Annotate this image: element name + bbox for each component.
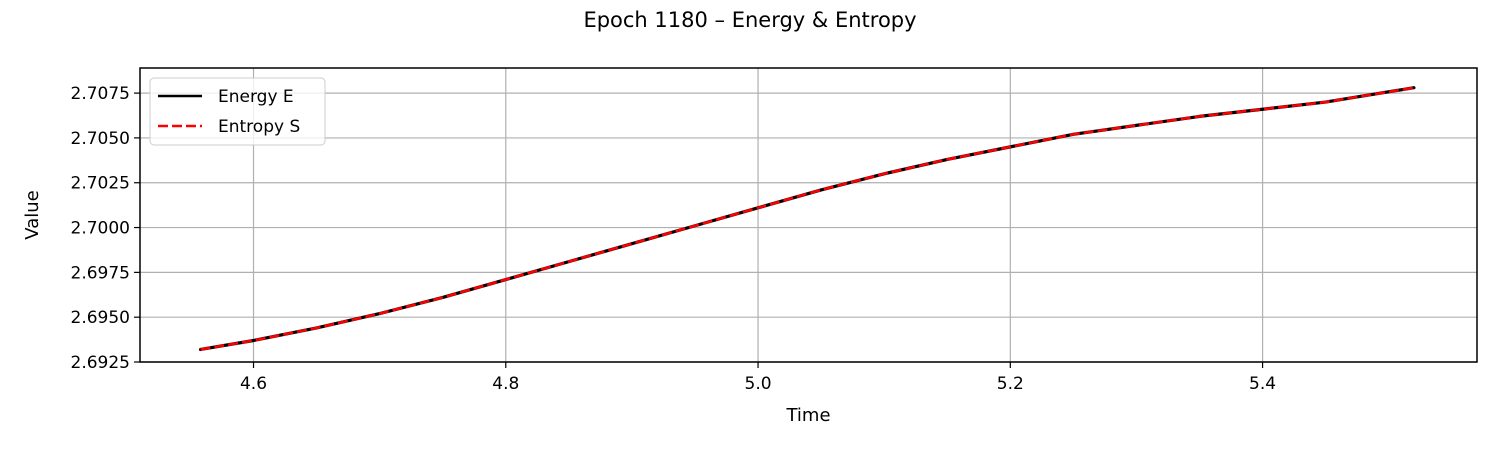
axis-ticks: 4.6 4.8 5.0 5.2 5.4 2.6925 2.6950 2.6975 2.7000 2… <box>71 84 1277 394</box>
legend-label: Energy E <box>218 87 294 107</box>
plot-area-frame <box>139 67 1478 363</box>
x-tick-label: 4.8 <box>492 374 519 394</box>
grid-lines <box>140 68 1477 363</box>
x-tick-label: 4.6 <box>240 374 267 394</box>
chart-title: Epoch 1180 – Energy & Entropy <box>583 8 916 32</box>
x-tick-label: 5.2 <box>997 374 1024 394</box>
x-axis-label: Time <box>785 405 830 426</box>
y-tick-label: 2.6950 <box>71 308 130 328</box>
chart-legend: Energy E Entropy S <box>149 77 326 146</box>
y-tick-label: 2.6975 <box>71 263 130 283</box>
y-axis-label: Value <box>22 190 43 239</box>
x-tick-label: 5.4 <box>1249 374 1276 394</box>
series-lines <box>198 86 1416 352</box>
series-line-entropy <box>200 86 1415 351</box>
legend-label: Entropy S <box>218 117 300 137</box>
series-line-energy <box>198 86 1416 352</box>
x-tick-label: 5.0 <box>745 374 772 394</box>
y-tick-label: 2.6925 <box>71 353 130 373</box>
y-tick-label: 2.7000 <box>71 219 130 239</box>
y-tick-label: 2.7025 <box>71 174 130 194</box>
y-tick-label: 2.7050 <box>71 129 130 149</box>
y-tick-label: 2.7075 <box>71 84 130 104</box>
